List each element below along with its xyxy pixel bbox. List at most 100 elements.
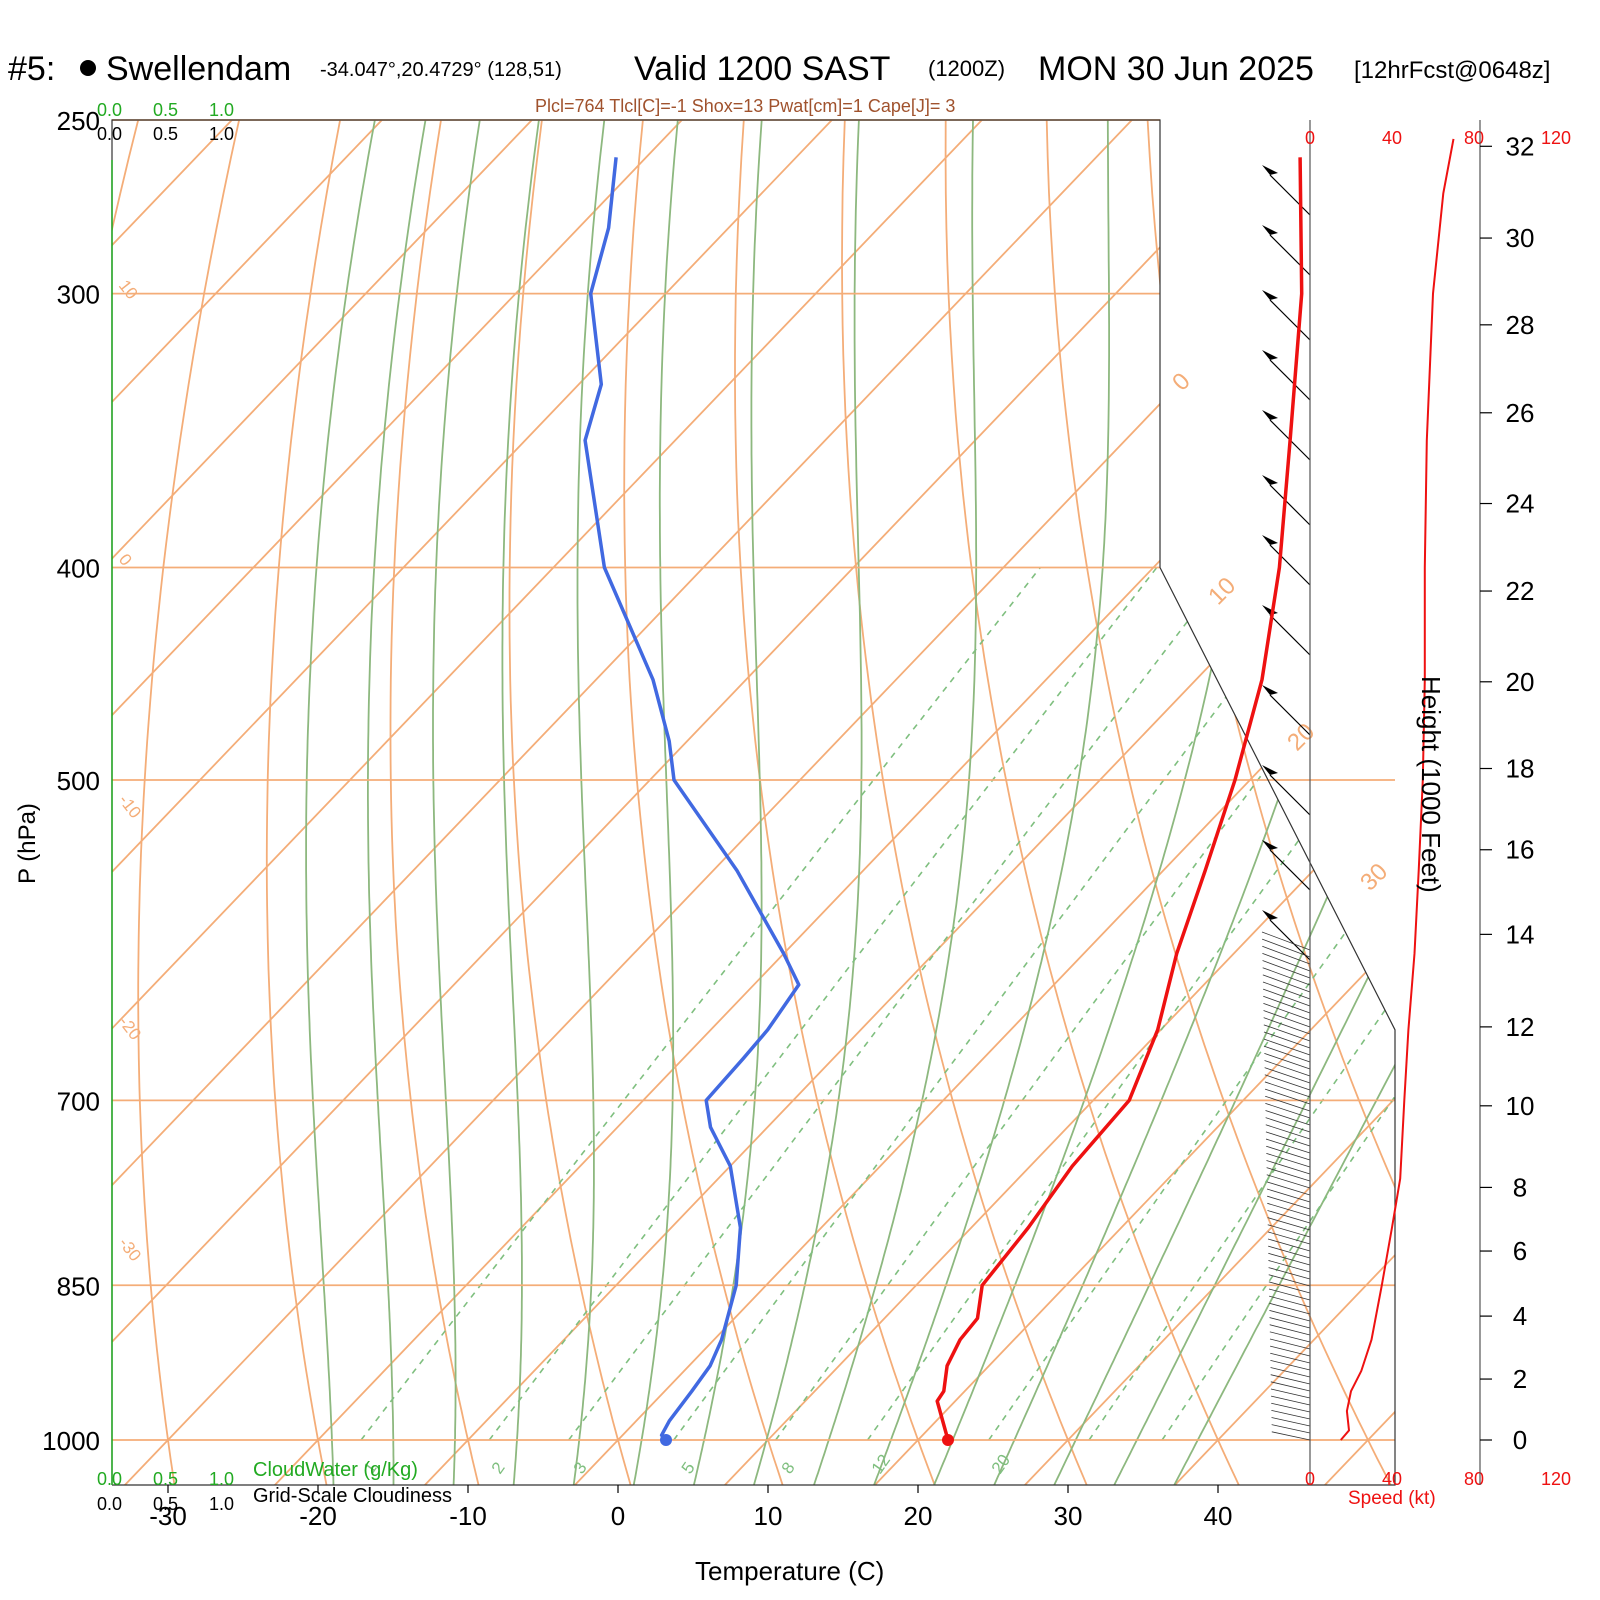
mixing-ratio-label: 8 — [778, 1459, 799, 1478]
wind-barb-pennant — [1262, 685, 1278, 695]
x-tick-label: 20 — [904, 1501, 933, 1531]
wind-barb-staff — [1269, 234, 1311, 276]
isotherm-label-left: -30 — [115, 1234, 145, 1265]
wind-barb-staff — [1264, 1053, 1311, 1070]
pressure-tick-label: 850 — [57, 1271, 100, 1301]
station-id: #5: — [8, 50, 55, 88]
height-tick-label: 24 — [1506, 489, 1535, 519]
isotherm-line — [874, 120, 1395, 1485]
height-tick-label: 18 — [1506, 754, 1535, 784]
dry-adiabat-line — [508, 120, 646, 1485]
station-coords: -34.047°,20.4729° (128,51) — [320, 59, 562, 81]
dry-adiabat-line — [389, 120, 491, 1485]
wind-barb-staff — [1268, 1260, 1311, 1273]
isotherm-label-right: 10 — [1203, 572, 1241, 610]
wind-barb-staff — [1269, 1317, 1311, 1329]
moist-adiabat-line — [432, 120, 481, 1485]
isotherm-line — [1174, 120, 1395, 1485]
wind-barb-staff — [1261, 931, 1311, 951]
wind-barb-staff — [1269, 484, 1311, 526]
wind-barb-pennant — [1262, 410, 1278, 420]
wind-barb-staff — [1266, 1152, 1311, 1168]
height-tick-label: 4 — [1513, 1301, 1527, 1331]
cloud-scale-tick: 0.5 — [153, 1469, 178, 1489]
frame-outline — [111, 119, 1396, 1486]
wind-barb-staff — [1270, 1345, 1311, 1357]
dry-adiabat-line — [1144, 120, 1395, 1485]
wind-barb-staff — [1271, 1409, 1311, 1420]
dewpoint-line — [583, 157, 801, 1442]
pressure-tick-label: 700 — [57, 1086, 100, 1116]
cloudiness-label: Grid-Scale Cloudiness — [253, 1485, 452, 1507]
wind-barb-staff — [1266, 1160, 1311, 1175]
wind-barb-staff — [1268, 1281, 1311, 1294]
dry-adiabat-line — [623, 120, 800, 1485]
x-tick-label: -20 — [299, 1501, 337, 1531]
station-name: Swellendam — [106, 50, 291, 88]
y-axis-title: P (hPa) — [14, 803, 41, 884]
wind-barb-staff — [1267, 1210, 1311, 1224]
wind-barb-staff — [1271, 1424, 1311, 1434]
moist-adiabat-line — [1052, 120, 1395, 1485]
x-tick-label: 0 — [611, 1501, 625, 1531]
wind-barb-staff — [1269, 1331, 1311, 1343]
height-tick-label: 10 — [1506, 1091, 1535, 1121]
moist-adiabat-line — [366, 120, 427, 1485]
wind-barb-staff — [1262, 974, 1311, 993]
pressure-tick-label: 250 — [57, 106, 100, 136]
surface-temperature-marker — [942, 1434, 954, 1446]
x-tick-label: 30 — [1054, 1501, 1083, 1531]
valid-time: Valid 1200 SAST — [634, 50, 890, 88]
mixing-ratio-label: 2 — [488, 1459, 509, 1478]
mixing-ratio-label: 20 — [988, 1451, 1014, 1477]
height-tick-label: 32 — [1506, 131, 1535, 161]
wind-barb-staff — [1269, 1338, 1311, 1350]
wind-barb-staff — [1268, 1288, 1311, 1301]
wind-barb-staff — [1265, 1095, 1311, 1112]
isotherm-label-right: 0 — [1167, 368, 1196, 397]
isotherm-label-left: -10 — [115, 791, 145, 822]
wind-barb-staff — [1264, 1088, 1311, 1105]
wind-barb-pennant — [1262, 225, 1278, 235]
height-tick-label: 14 — [1506, 919, 1535, 949]
wind-barb-staff — [1270, 1352, 1311, 1364]
wind-barb-staff — [1263, 1024, 1311, 1042]
height-tick-label: 12 — [1506, 1012, 1535, 1042]
wind-barb-staff — [1269, 694, 1311, 736]
speed-tick-bottom: 0 — [1305, 1469, 1315, 1489]
height-tick-label: 28 — [1506, 310, 1535, 340]
moist-adiabat-lines — [305, 120, 1395, 1485]
isotherm-lines — [112, 120, 1395, 1485]
moist-adiabat-line — [872, 120, 1110, 1485]
cloud-scale-tick: 0.0 — [97, 124, 122, 144]
wind-barb-staff — [1267, 1195, 1311, 1210]
isotherm-line — [274, 120, 1395, 1485]
wind-barbs — [1261, 165, 1311, 1441]
wind-barb-staff — [1264, 1067, 1311, 1084]
height-tick-label: 22 — [1506, 576, 1535, 606]
moist-adiabat-line — [632, 120, 679, 1485]
height-tick-label: 16 — [1506, 835, 1535, 865]
wind-barb-staff — [1269, 774, 1311, 816]
isotherm-line — [112, 120, 1283, 1485]
speed-tick-top: 40 — [1382, 128, 1402, 148]
sounding-profiles — [583, 157, 1304, 1446]
isotherm-line — [112, 120, 533, 1485]
wind-barb-staff — [1266, 1174, 1311, 1189]
wind-barb-staff — [1265, 1102, 1311, 1119]
wind-barb-staff — [1271, 1417, 1311, 1427]
moist-adiabat-line — [1112, 120, 1395, 1485]
valid-utc: (1200Z) — [928, 56, 1005, 81]
wind-barb-pennant — [1262, 290, 1278, 300]
height-tick-label: 6 — [1513, 1236, 1527, 1266]
isotherm-line — [124, 120, 1395, 1485]
wind-barb-pennant — [1262, 535, 1278, 545]
wind-barb-staff — [1269, 1324, 1311, 1336]
wind-barb-staff — [1263, 1038, 1311, 1056]
dry-adiabat-line — [1545, 81, 1600, 1531]
wind-barb-staff — [1267, 1238, 1311, 1252]
wind-barb-staff — [1266, 1181, 1311, 1196]
wind-barb-staff — [1264, 1060, 1311, 1077]
station-dot-icon — [80, 60, 96, 76]
